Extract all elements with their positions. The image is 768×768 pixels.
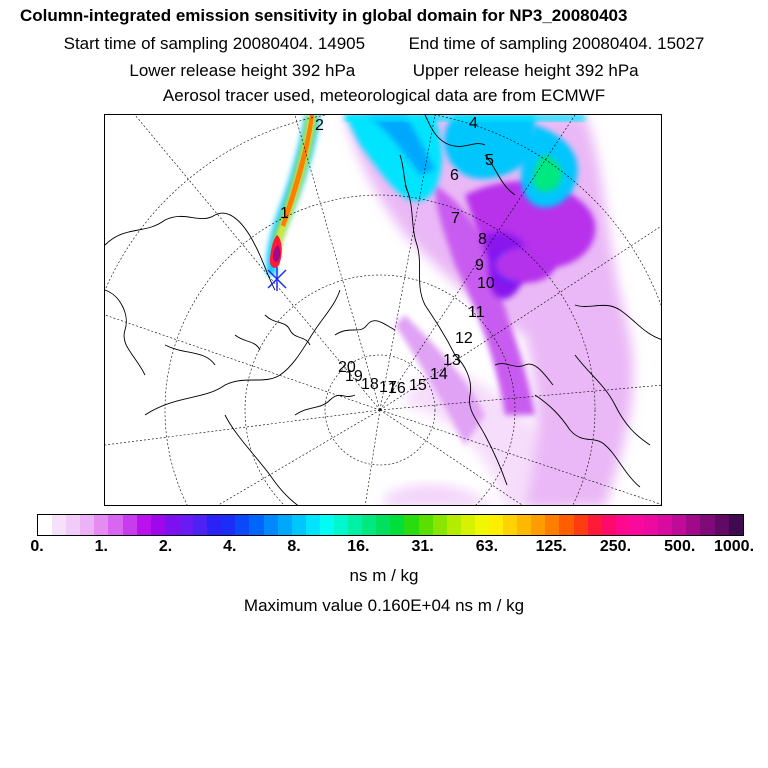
colorbar-swatch xyxy=(150,515,165,535)
end-time-label: End time of sampling 20080404. 15027 xyxy=(408,34,705,53)
colorbar-swatch xyxy=(686,515,701,535)
trajectory-label: 2 xyxy=(315,117,324,134)
trajectory-label: 9 xyxy=(475,257,484,274)
colorbar-swatch xyxy=(418,515,433,535)
colorbar-swatch xyxy=(658,515,673,535)
colorbar-tick-label: 125. xyxy=(535,538,567,555)
trajectory-label: 18 xyxy=(361,376,379,393)
colorbar-swatch xyxy=(108,515,123,535)
trajectory-label: 4 xyxy=(469,115,478,132)
trajectory-label: 17 xyxy=(379,379,397,396)
colorbar-swatch xyxy=(136,515,151,535)
colorbar-tick-label: 4. xyxy=(223,538,237,555)
colorbar-swatch xyxy=(503,515,518,535)
colorbar-swatch xyxy=(122,515,137,535)
colorbar-swatch xyxy=(601,515,616,535)
colorbar-swatch xyxy=(333,515,349,535)
colorbar-swatch xyxy=(474,515,489,535)
trajectory-label: 6 xyxy=(450,167,459,184)
x-cross-icon xyxy=(267,267,287,291)
colorbar-swatch xyxy=(52,515,67,535)
upper-height-label: Upper release height 392 hPa xyxy=(412,61,639,80)
colorbar-swatch xyxy=(728,515,743,535)
colorbar-swatch xyxy=(221,515,236,535)
trajectory-label: 19 xyxy=(345,368,363,385)
trajectory-label: 13 xyxy=(443,352,461,369)
colorbar-swatch xyxy=(629,515,645,535)
colorbar-swatch xyxy=(249,515,264,535)
trajectory-label: 11 xyxy=(468,304,485,321)
colorbar-swatch xyxy=(672,515,687,535)
colorbar-swatch xyxy=(446,515,461,535)
colorbar-swatch xyxy=(432,515,447,535)
chart-title: Column-integrated emission sensitivity i… xyxy=(20,6,628,25)
colorbar-swatch xyxy=(700,515,715,535)
sensitivity-field xyxy=(266,115,634,505)
colorbar-swatch xyxy=(94,515,109,535)
colorbar-swatch xyxy=(559,515,574,535)
colorbar-swatch xyxy=(714,515,729,535)
colorbar-swatch xyxy=(644,515,659,535)
trajectory-label: 14 xyxy=(430,366,448,383)
colorbar-swatch xyxy=(587,515,602,535)
trajectory-label: 5 xyxy=(485,152,494,169)
maximum-value-label: Maximum value 0.160E+04 ns m / kg xyxy=(243,596,525,615)
colorbar-swatch xyxy=(38,515,53,535)
colorbar-swatch xyxy=(319,515,334,535)
colorbar-swatch xyxy=(531,515,546,535)
colorbar-tick-label: 1. xyxy=(94,538,108,555)
colorbar-tick-label: 500. xyxy=(664,538,696,555)
colorbar xyxy=(37,514,744,536)
trajectory-label: 16 xyxy=(388,380,406,397)
colorbar-tick-label: 16. xyxy=(347,538,370,555)
colorbar-swatch xyxy=(615,515,630,535)
sampling-times: Start time of sampling 20080404. 14905 E… xyxy=(0,34,768,54)
trajectory-label: 12 xyxy=(455,330,473,347)
trajectory-label: 20 xyxy=(338,359,356,376)
colorbar-swatch xyxy=(178,515,194,535)
coastlines xyxy=(105,115,661,505)
colorbar-swatch xyxy=(573,515,588,535)
colorbar-tick-labels: 0. 1. 2. 4. 8. 16. 31. 63. 125. 250. 500. 1000. xyxy=(0,538,768,560)
map-canvas: 1 2 4 5 6 7 8 9 10 11 12 13 14 15 16 17 … xyxy=(105,115,661,505)
colorbar-swatch xyxy=(291,515,306,535)
colorbar-swatch xyxy=(193,515,208,535)
colorbar-swatch xyxy=(376,515,391,535)
map-panel: 1 2 4 5 6 7 8 9 10 11 12 13 14 15 16 17 … xyxy=(104,114,662,506)
colorbar-swatch xyxy=(80,515,95,535)
colorbar-swatch xyxy=(390,515,405,535)
tracer-info: Aerosol tracer used, meteorological data… xyxy=(162,86,606,105)
colorbar-unit-label: ns m / kg xyxy=(349,566,419,585)
colorbar-tick-label: 63. xyxy=(475,538,499,555)
colorbar-swatch xyxy=(517,515,532,535)
colorbar-swatch xyxy=(164,515,179,535)
lower-height-label: Lower release height 392 hPa xyxy=(129,61,356,80)
colorbar-swatch xyxy=(348,515,363,535)
colorbar-swatch xyxy=(305,515,320,535)
colorbar-swatch xyxy=(545,515,560,535)
colorbar-swatch xyxy=(66,515,81,535)
colorbar-tick-label: 1000. xyxy=(713,538,755,555)
colorbar-swatch xyxy=(362,515,377,535)
trajectory-label: 1 xyxy=(280,205,289,222)
start-time-label: Start time of sampling 20080404. 14905 xyxy=(63,34,366,53)
colorbar-tick-label: 250. xyxy=(599,538,632,555)
colorbar-tick-label: 8. xyxy=(287,538,301,555)
colorbar-swatch xyxy=(235,515,250,535)
colorbar-tick-label: 0. xyxy=(30,538,44,555)
trajectory-label: 8 xyxy=(478,231,487,248)
graticule xyxy=(105,115,661,505)
trajectory-label: 15 xyxy=(409,377,427,394)
colorbar-tick-label: 31. xyxy=(411,538,434,555)
colorbar-swatch xyxy=(263,515,278,535)
release-heights: Lower release height 392 hPa Upper relea… xyxy=(0,61,768,81)
trajectory-label: 10 xyxy=(477,275,495,292)
colorbar-swatch xyxy=(404,515,419,535)
colorbar-swatch xyxy=(207,515,222,535)
trajectory-label: 7 xyxy=(451,210,460,227)
colorbar-tick-label: 2. xyxy=(158,538,173,555)
colorbar-swatch xyxy=(460,515,475,535)
colorbar-swatch xyxy=(277,515,292,535)
colorbar-swatch xyxy=(489,515,504,535)
